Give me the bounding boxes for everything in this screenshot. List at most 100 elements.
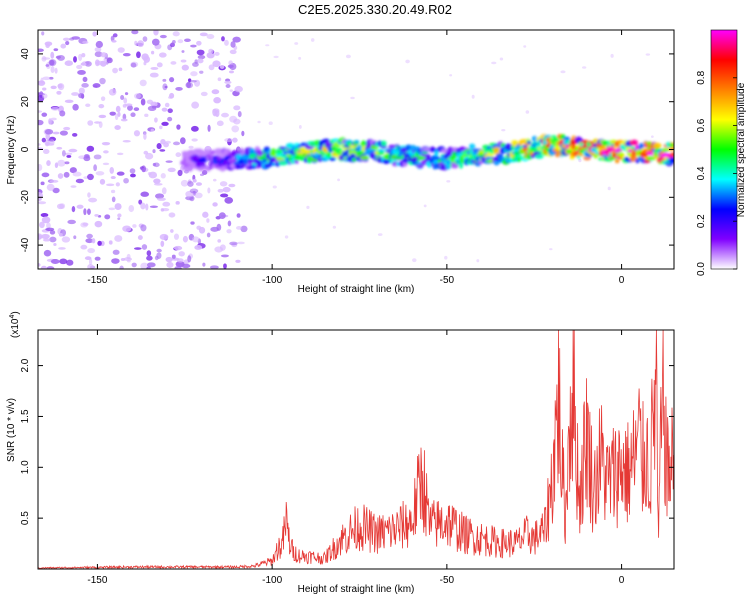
- noise-speck: [123, 177, 129, 184]
- noise-speck: [72, 171, 82, 177]
- noise-speck: [80, 62, 87, 66]
- colorbar-label: Normalized spectral amplitude: [736, 82, 747, 217]
- noise-speck: [123, 97, 128, 104]
- trace-blob: [360, 155, 370, 160]
- colorbar-tick-label: 0.8: [696, 70, 707, 84]
- noise-speck: [122, 225, 132, 232]
- noise-speck: [40, 265, 48, 269]
- noise-speck: [216, 120, 224, 127]
- noise-speck: [165, 160, 173, 163]
- noise-speck: [111, 39, 117, 43]
- x-tick-label: -150: [87, 275, 107, 286]
- x-tick-label: 0: [619, 275, 625, 286]
- noise-speck: [162, 83, 168, 91]
- noise-speck: [149, 72, 159, 78]
- noise-speck: [127, 105, 133, 111]
- noise-speck: [149, 205, 158, 209]
- noise-speck: [175, 152, 181, 158]
- noise-speck: [108, 207, 116, 211]
- noise-speck: [50, 258, 60, 264]
- noise-speck: [212, 108, 220, 114]
- noise-speck: [65, 40, 70, 46]
- noise-speck: [77, 69, 86, 75]
- noise-speck: [216, 223, 222, 231]
- noise-speck: [240, 225, 248, 233]
- noise-speck: [83, 208, 87, 216]
- noise-speck: [106, 57, 113, 64]
- noise-speck: [54, 162, 59, 169]
- trace-blob: [350, 153, 355, 159]
- noise-speck: [156, 248, 162, 253]
- y-tick-label: 2.0: [20, 358, 31, 372]
- noise-speck: [173, 245, 183, 251]
- noise-speck: [130, 62, 137, 68]
- noise-speck: [143, 55, 151, 63]
- spectrogram-panel: -150 -100 -50 0 -40 -20 0 20 40 Height of strai…: [6, 29, 675, 295]
- noise-speck: [122, 53, 131, 57]
- noise-speck: [306, 205, 310, 210]
- noise-speck: [42, 238, 51, 242]
- noise-speck: [152, 149, 156, 154]
- noise-speck: [99, 178, 106, 185]
- noise-speck: [50, 51, 55, 59]
- noise-speck: [175, 201, 180, 205]
- noise-speck: [213, 112, 218, 117]
- noise-speck: [345, 54, 351, 59]
- noise-speck: [350, 96, 355, 100]
- noise-speck: [59, 110, 66, 117]
- noise-speck: [168, 212, 176, 218]
- x-tick-label: -50: [440, 575, 455, 586]
- noise-speck: [66, 154, 72, 158]
- noise-speck: [81, 52, 86, 58]
- noise-speck: [64, 152, 73, 156]
- trace-blob: [638, 142, 646, 148]
- noise-speck: [104, 214, 111, 220]
- noise-speck: [214, 51, 220, 56]
- noise-speck: [41, 172, 50, 178]
- noise-speck: [182, 235, 188, 243]
- noise-speck: [109, 166, 115, 174]
- noise-speck: [41, 93, 48, 99]
- noise-speck: [116, 171, 125, 176]
- noise-speck: [172, 40, 176, 44]
- noise-speck: [150, 50, 155, 55]
- noise-speck: [207, 124, 211, 132]
- noise-speck: [82, 40, 89, 44]
- noise-speck: [224, 80, 232, 85]
- noise-speck: [560, 70, 566, 74]
- noise-speck: [273, 55, 279, 59]
- noise-speck: [118, 67, 123, 72]
- noise-speck: [181, 50, 185, 53]
- noise-speck: [41, 112, 48, 117]
- trace-blob: [644, 159, 651, 164]
- noise-speck: [157, 197, 166, 201]
- noise-speck: [224, 137, 233, 143]
- noise-speck: [110, 189, 116, 194]
- noise-speck: [146, 266, 151, 269]
- noise-speck: [133, 93, 141, 99]
- noise-speck: [45, 227, 55, 231]
- noise-speck: [94, 51, 103, 58]
- noise-speck: [162, 201, 171, 207]
- noise-speck: [237, 241, 245, 245]
- spectrogram-y-ticks: -40 -20 0 20 40: [20, 48, 674, 252]
- noise-speck: [146, 255, 153, 261]
- noise-speck: [185, 196, 194, 201]
- noise-speck: [38, 197, 42, 201]
- noise-speck: [159, 34, 167, 39]
- noise-speck: [229, 49, 237, 55]
- noise-speck: [154, 255, 159, 261]
- noise-speck: [197, 55, 206, 60]
- noise-speck: [130, 112, 136, 118]
- noise-speck: [147, 171, 152, 176]
- noise-speck: [122, 139, 131, 143]
- noise-speck: [57, 173, 64, 179]
- noise-speck: [144, 113, 149, 118]
- trace-blob: [222, 149, 230, 153]
- noise-speck: [210, 265, 219, 269]
- noise-speck: [66, 259, 74, 266]
- noise-speck: [174, 265, 182, 269]
- noise-speck: [143, 133, 147, 140]
- noise-speck: [73, 56, 77, 63]
